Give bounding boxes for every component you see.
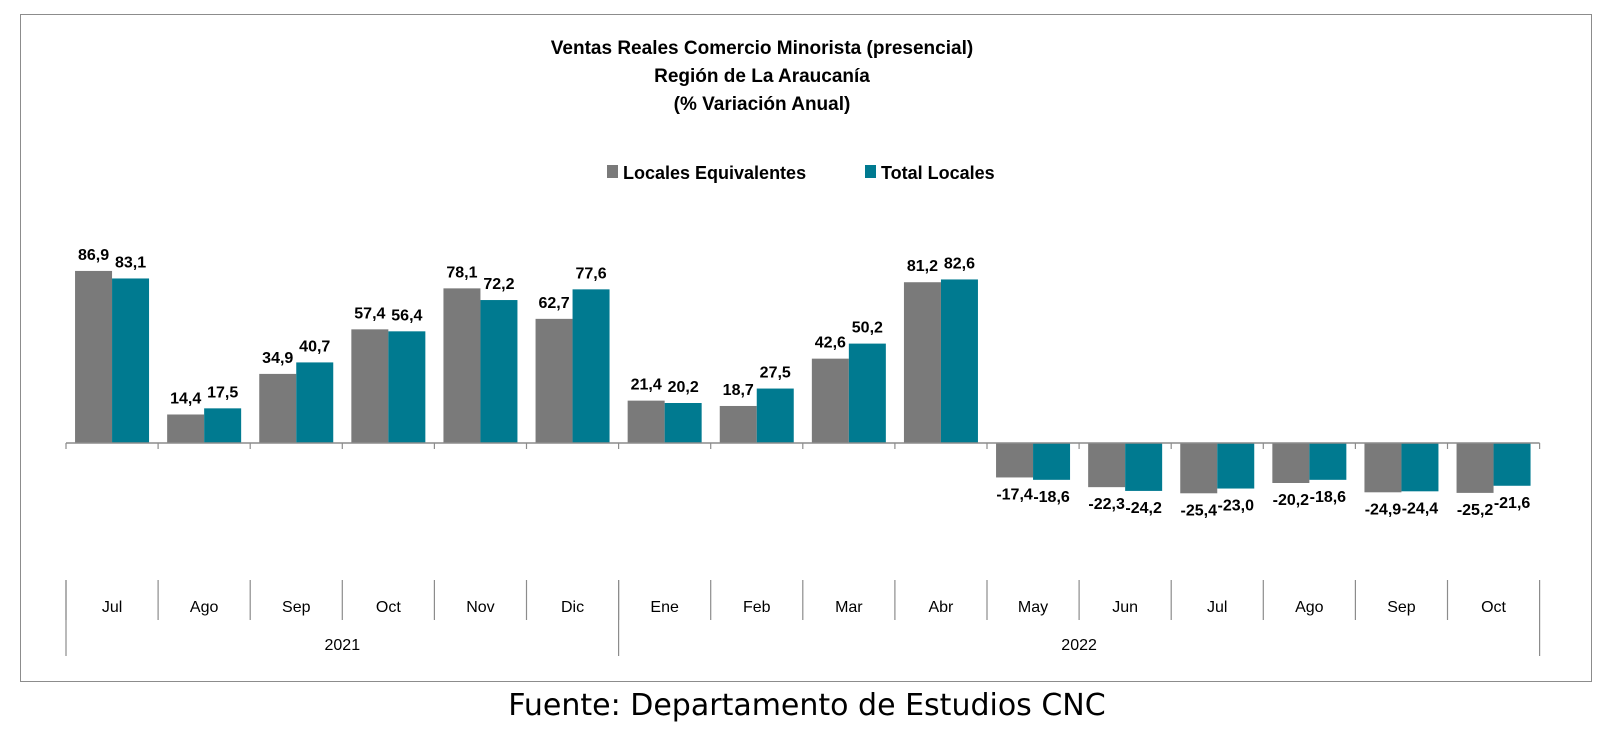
data-label-equivalentes-5: 78,1 bbox=[446, 264, 477, 281]
data-label-equivalentes-15: -24,9 bbox=[1365, 501, 1402, 518]
data-label-equivalentes-13: -25,4 bbox=[1181, 502, 1218, 519]
data-label-equivalentes-11: -17,4 bbox=[996, 486, 1033, 503]
bar-total-13 bbox=[1217, 443, 1255, 489]
category-label-7: Ene bbox=[650, 599, 679, 616]
data-label-equivalentes-8: 18,7 bbox=[723, 382, 754, 399]
bar-equivalentes-11 bbox=[996, 443, 1034, 478]
data-label-total-8: 27,5 bbox=[760, 365, 791, 382]
data-label-total-15: -24,4 bbox=[1402, 500, 1439, 517]
source-note: Fuente: Departamento de Estudios CNC bbox=[508, 688, 1106, 723]
chart-frame bbox=[20, 14, 1592, 682]
category-label-8: Feb bbox=[743, 599, 771, 616]
category-label-1: Jul bbox=[102, 599, 122, 616]
chart-title: Ventas Reales Comercio Minorista (presen… bbox=[551, 38, 973, 115]
category-label-4: Oct bbox=[376, 599, 401, 616]
data-label-equivalentes-2: 14,4 bbox=[170, 390, 201, 407]
bars bbox=[75, 270, 1531, 494]
legend-label-1: Locales Equivalentes bbox=[623, 163, 806, 183]
bar-equivalentes-13 bbox=[1180, 443, 1218, 494]
bar-total-7 bbox=[664, 403, 702, 443]
bar-total-14 bbox=[1309, 443, 1347, 480]
data-labels: 86,9 83,1 14,4 17,5 34,9 40,7 57,4 56,4 78,1 72,2… bbox=[78, 247, 1530, 519]
bar-total-1 bbox=[112, 278, 150, 443]
bar-equivalentes-9 bbox=[811, 358, 849, 443]
bar-equivalentes-7 bbox=[627, 400, 665, 443]
category-label-14: Ago bbox=[1295, 599, 1324, 616]
data-label-equivalentes-6: 62,7 bbox=[538, 295, 569, 312]
category-label-12: Jun bbox=[1112, 599, 1138, 616]
category-label-16: Oct bbox=[1481, 599, 1506, 616]
data-label-equivalentes-4: 57,4 bbox=[354, 305, 385, 322]
data-label-equivalentes-9: 42,6 bbox=[815, 335, 846, 352]
data-label-equivalentes-10: 81,2 bbox=[907, 258, 938, 275]
legend: Locales Equivalentes Total Locales bbox=[607, 163, 995, 183]
data-label-equivalentes-3: 34,9 bbox=[262, 350, 293, 367]
category-label-6: Dic bbox=[561, 599, 584, 616]
title-line-3: (% Variación Anual) bbox=[674, 94, 851, 115]
legend-swatch-2 bbox=[865, 165, 876, 178]
data-label-equivalentes-12: -22,3 bbox=[1088, 496, 1125, 513]
bar-total-15 bbox=[1401, 443, 1439, 492]
bar-equivalentes-3 bbox=[259, 373, 297, 443]
bar-total-11 bbox=[1033, 443, 1071, 480]
data-label-total-16: -21,6 bbox=[1494, 495, 1531, 512]
category-label-3: Sep bbox=[282, 599, 311, 616]
data-label-total-2: 17,5 bbox=[207, 384, 238, 401]
category-label-5: Nov bbox=[466, 599, 494, 616]
bar-total-12 bbox=[1125, 443, 1163, 491]
category-label-11: May bbox=[1018, 599, 1048, 616]
year-label-2021: 2021 bbox=[325, 637, 361, 654]
title-line-2: Región de La Araucanía bbox=[654, 66, 870, 87]
data-label-total-10: 82,6 bbox=[944, 255, 975, 272]
category-label-9: Mar bbox=[835, 599, 863, 616]
bar-equivalentes-8 bbox=[719, 405, 757, 443]
data-label-total-11: -18,6 bbox=[1033, 489, 1070, 506]
data-label-total-9: 50,2 bbox=[852, 320, 883, 337]
bar-equivalentes-5 bbox=[443, 288, 481, 443]
data-label-equivalentes-1: 86,9 bbox=[78, 247, 109, 264]
bar-equivalentes-4 bbox=[351, 329, 389, 443]
bar-total-2 bbox=[204, 408, 242, 443]
legend-label-2: Total Locales bbox=[881, 163, 995, 183]
bar-total-9 bbox=[848, 343, 886, 443]
x-axis: Jul Ago Sep Oct Nov Dic Ene Feb Mar Abr May Jun Jul A… bbox=[65, 442, 1541, 656]
category-label-15: Sep bbox=[1387, 599, 1416, 616]
data-label-total-12: -24,2 bbox=[1125, 500, 1162, 517]
bar-equivalentes-16 bbox=[1456, 443, 1494, 493]
bar-equivalentes-12 bbox=[1088, 443, 1126, 488]
bar-equivalentes-14 bbox=[1272, 443, 1310, 483]
data-label-equivalentes-14: -20,2 bbox=[1273, 492, 1310, 509]
bar-total-8 bbox=[756, 388, 794, 443]
category-label-10: Abr bbox=[928, 599, 954, 616]
data-label-total-14: -18,6 bbox=[1310, 489, 1347, 506]
bar-total-16 bbox=[1493, 443, 1531, 486]
bar-equivalentes-6 bbox=[535, 318, 573, 443]
bar-total-5 bbox=[480, 300, 518, 443]
data-label-total-3: 40,7 bbox=[299, 338, 330, 355]
data-label-total-1: 83,1 bbox=[115, 254, 146, 271]
legend-swatch-1 bbox=[607, 165, 618, 178]
bar-total-10 bbox=[940, 279, 978, 443]
chart-canvas: Ventas Reales Comercio Minorista (presen… bbox=[65, 38, 1541, 656]
data-label-total-13: -23,0 bbox=[1218, 498, 1255, 515]
data-label-total-5: 72,2 bbox=[483, 276, 514, 293]
bar-equivalentes-15 bbox=[1364, 443, 1402, 493]
category-label-13: Jul bbox=[1207, 599, 1227, 616]
bar-total-4 bbox=[388, 331, 426, 443]
bar-total-6 bbox=[572, 289, 610, 443]
data-label-equivalentes-7: 21,4 bbox=[631, 377, 662, 394]
bar-equivalentes-2 bbox=[167, 414, 205, 443]
bar-total-3 bbox=[296, 362, 334, 443]
data-label-total-6: 77,6 bbox=[575, 265, 606, 282]
category-label-2: Ago bbox=[190, 599, 219, 616]
bar-equivalentes-1 bbox=[75, 270, 113, 443]
title-line-1: Ventas Reales Comercio Minorista (presen… bbox=[551, 38, 973, 59]
data-label-total-4: 56,4 bbox=[391, 307, 422, 324]
year-label-2022: 2022 bbox=[1061, 637, 1097, 654]
bar-equivalentes-10 bbox=[903, 282, 941, 443]
data-label-total-7: 20,2 bbox=[668, 379, 699, 396]
data-label-equivalentes-16: -25,2 bbox=[1457, 502, 1494, 519]
